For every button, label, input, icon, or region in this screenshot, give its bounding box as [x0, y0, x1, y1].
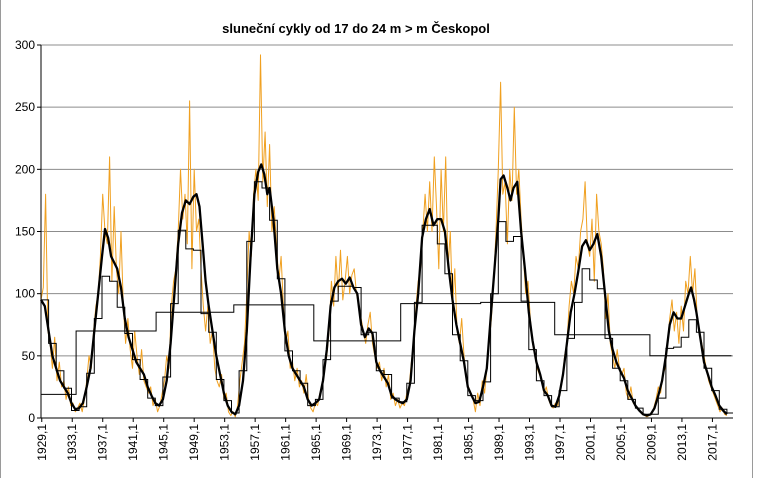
x-tick-label: 2017,1 — [705, 424, 719, 461]
x-tick-label: 1997,1 — [553, 424, 567, 461]
chart-title: sluneční cykly od 17 do 24 m > m Českopo… — [222, 21, 490, 36]
y-tick-label: 200 — [15, 162, 35, 176]
y-tick-label: 250 — [15, 100, 35, 114]
x-tick-label: 1961,1 — [279, 424, 293, 461]
series-annual-steps — [41, 181, 733, 415]
x-tick-label: 1945,1 — [157, 424, 171, 461]
x-tick-label: 1993,1 — [523, 424, 537, 461]
x-tick-label: 1953,1 — [218, 424, 232, 461]
x-tick-label: 1937,1 — [96, 424, 110, 461]
x-axis-ticks: 1929,1 1933,1 1937,1 1941,1 1945,1 1949,1 1953… — [35, 418, 719, 461]
series-layer — [40, 54, 733, 418]
x-tick-label: 1941,1 — [126, 424, 140, 461]
x-tick-label: 1969,1 — [340, 424, 354, 461]
x-tick-label: 1981,1 — [431, 424, 445, 461]
y-tick-label: 50 — [22, 349, 36, 363]
x-tick-label: 1985,1 — [462, 424, 476, 461]
y-tick-label: 150 — [15, 225, 35, 239]
y-axis-ticks: 0 50 100 150 200 250 300 — [15, 38, 41, 425]
x-tick-label: 1929,1 — [35, 424, 49, 461]
y-tick-label: 300 — [15, 38, 35, 52]
x-tick-label: 1957,1 — [248, 424, 262, 461]
x-tick-label: 1949,1 — [187, 424, 201, 461]
x-tick-label: 2009,1 — [644, 424, 658, 461]
x-tick-label: 1933,1 — [65, 424, 79, 461]
x-tick-label: 2005,1 — [614, 424, 628, 461]
x-tick-label: 2013,1 — [675, 424, 689, 461]
x-tick-label: 1973,1 — [370, 424, 384, 461]
y-tick-label: 100 — [15, 287, 35, 301]
x-tick-label: 2001,1 — [583, 424, 597, 461]
gridlines — [41, 44, 733, 357]
series-cycle-mean — [41, 301, 732, 395]
series-smoothed — [40, 163, 728, 417]
x-tick-label: 1989,1 — [492, 424, 506, 461]
x-tick-label: 1965,1 — [309, 424, 323, 461]
x-tick-label: 1977,1 — [401, 424, 415, 461]
y-tick-label: 0 — [28, 411, 35, 425]
